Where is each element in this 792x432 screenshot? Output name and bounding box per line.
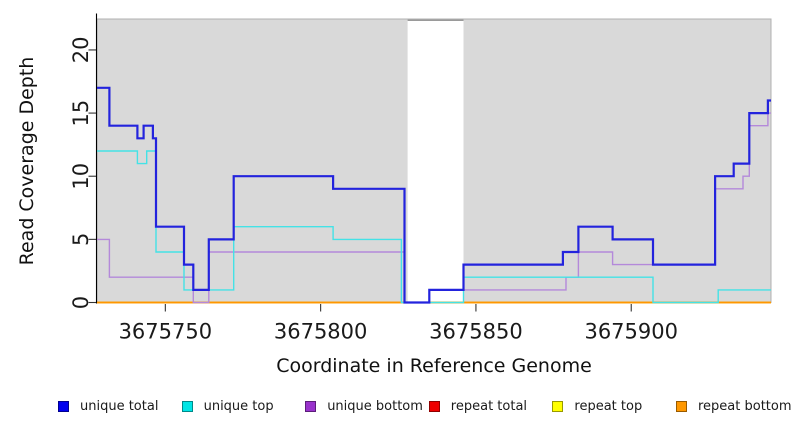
y-tick-label: 15	[69, 100, 93, 127]
legend-item-unique-top: unique top	[181, 399, 274, 414]
legend-swatch-unique-top	[181, 401, 193, 412]
legend-item-repeat-bottom: repeat bottom	[676, 399, 792, 414]
legend-label: repeat top	[574, 399, 643, 414]
legend-item-repeat-total: repeat total	[428, 399, 528, 414]
legend-item-unique-total: unique total	[58, 399, 158, 414]
x-axis-title: Coordinate in Reference Genome	[276, 355, 592, 377]
legend-label: unique bottom	[327, 399, 423, 414]
masked-region	[407, 20, 464, 303]
legend-label: repeat bottom	[698, 399, 792, 414]
y-axis-title: Read Coverage Depth	[16, 56, 38, 266]
series-unique-total	[97, 86, 771, 304]
x-tick-label: 3675900	[584, 320, 678, 344]
legend-swatch-unique-total	[58, 401, 69, 412]
legend-item-unique-bottom: unique bottom	[305, 399, 423, 414]
y-tick-label: 5	[69, 233, 93, 246]
legend-swatch-repeat-bottom	[676, 401, 687, 412]
legend-label: repeat total	[450, 399, 528, 414]
x-tick-label: 3675850	[429, 320, 523, 344]
legend-item-repeat-top: repeat top	[552, 399, 642, 414]
legend-swatch-repeat-total	[428, 401, 440, 412]
series-unique-top	[97, 150, 771, 304]
x-tick-label: 3675800	[274, 320, 368, 344]
y-tick-label: 10	[69, 163, 93, 190]
x-tick-label: 3675750	[119, 320, 213, 344]
legend-swatch-repeat-top	[552, 401, 564, 412]
legend-label: unique total	[80, 399, 159, 414]
y-tick-label: 0	[69, 296, 93, 309]
y-tick-label: 20	[69, 37, 93, 64]
legend-swatch-unique-bottom	[305, 401, 317, 412]
chart-legend: unique total unique top unique bottom repea…	[0, 399, 792, 417]
legend-label: unique top	[203, 399, 274, 414]
